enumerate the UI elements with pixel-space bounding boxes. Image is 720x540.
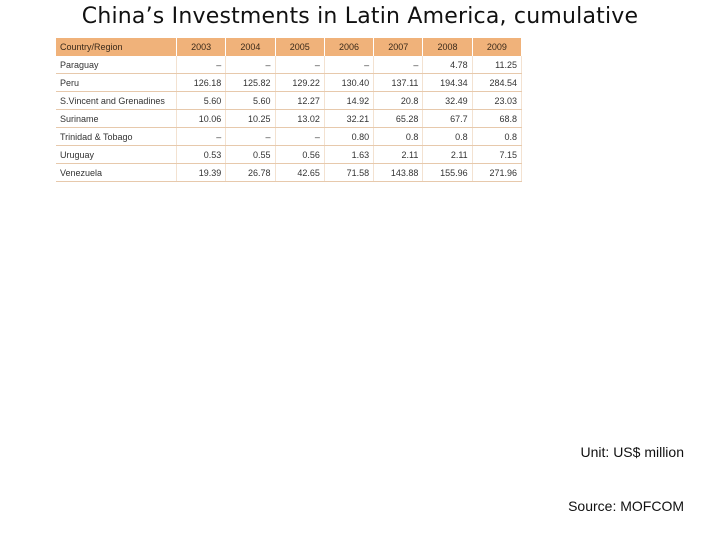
value-cell: 11.25 xyxy=(472,56,523,74)
value-cell: 126.18 xyxy=(176,73,227,92)
source-note: Source: MOFCOM xyxy=(568,498,684,514)
value-cell: 42.65 xyxy=(275,163,325,182)
value-cell: 284.54 xyxy=(472,73,523,92)
country-cell: Uruguay xyxy=(56,145,177,164)
value-cell: 10.06 xyxy=(176,109,227,128)
value-cell: 194.34 xyxy=(422,73,473,92)
table-row: Venezuela 19.39 26.78 42.65 71.58 143.88… xyxy=(56,163,523,182)
table-row: Suriname 10.06 10.25 13.02 32.21 65.28 6… xyxy=(56,109,523,128)
table-row: Trinidad & Tobago – – – 0.80 0.8 0.8 0.8 xyxy=(56,127,523,146)
value-cell: – xyxy=(275,56,325,74)
unit-note: Unit: US$ million xyxy=(580,444,684,460)
value-cell: 13.02 xyxy=(275,109,325,128)
table-row: Paraguay – – – – – 4.78 11.25 xyxy=(56,56,523,74)
value-cell: 5.60 xyxy=(176,91,227,110)
value-cell: 7.15 xyxy=(472,145,523,164)
header-cell-year: 2006 xyxy=(324,38,375,56)
header-cell-year: 2004 xyxy=(225,38,276,56)
value-cell: 0.56 xyxy=(275,145,325,164)
table-row: Peru 126.18 125.82 129.22 130.40 137.11 … xyxy=(56,73,523,92)
table-header-row: Country/Region 2003 2004 2005 2006 2007 … xyxy=(56,38,523,56)
value-cell: 10.25 xyxy=(225,109,276,128)
value-cell: – xyxy=(225,127,276,146)
value-cell: 1.63 xyxy=(324,145,375,164)
country-cell: S.Vincent and Grenadines xyxy=(56,91,177,110)
value-cell: 143.88 xyxy=(373,163,424,182)
value-cell: – xyxy=(275,127,325,146)
value-cell: 137.11 xyxy=(373,73,424,92)
value-cell: – xyxy=(225,56,276,74)
header-cell-year: 2009 xyxy=(472,38,523,56)
value-cell: 0.8 xyxy=(373,127,424,146)
value-cell: 65.28 xyxy=(373,109,424,128)
value-cell: 4.78 xyxy=(422,56,473,74)
country-cell: Venezuela xyxy=(56,163,177,182)
value-cell: 2.11 xyxy=(373,145,424,164)
value-cell: 19.39 xyxy=(176,163,227,182)
value-cell: 20.8 xyxy=(373,91,424,110)
value-cell: 12.27 xyxy=(275,91,325,110)
value-cell: 14.92 xyxy=(324,91,375,110)
value-cell: 0.55 xyxy=(225,145,276,164)
country-cell: Paraguay xyxy=(56,56,177,74)
country-cell: Peru xyxy=(56,73,177,92)
value-cell: – xyxy=(176,56,227,74)
value-cell: 32.49 xyxy=(422,91,473,110)
value-cell: 23.03 xyxy=(472,91,523,110)
value-cell: 155.96 xyxy=(422,163,473,182)
country-cell: Trinidad & Tobago xyxy=(56,127,177,146)
value-cell: – xyxy=(373,56,424,74)
value-cell: 2.11 xyxy=(422,145,473,164)
value-cell: 130.40 xyxy=(324,73,375,92)
value-cell: 129.22 xyxy=(275,73,325,92)
value-cell: – xyxy=(324,56,375,74)
value-cell: 0.53 xyxy=(176,145,227,164)
value-cell: 5.60 xyxy=(225,91,276,110)
slide-title: China’s Investments in Latin America, cu… xyxy=(81,4,639,29)
value-cell: 0.8 xyxy=(472,127,523,146)
value-cell: 26.78 xyxy=(225,163,276,182)
header-cell-year: 2005 xyxy=(275,38,325,56)
value-cell: 0.8 xyxy=(422,127,473,146)
value-cell: 32.21 xyxy=(324,109,375,128)
country-cell: Suriname xyxy=(56,109,177,128)
table-row: S.Vincent and Grenadines 5.60 5.60 12.27… xyxy=(56,91,523,110)
value-cell: 125.82 xyxy=(225,73,276,92)
value-cell: 67.7 xyxy=(422,109,473,128)
value-cell: 271.96 xyxy=(472,163,523,182)
value-cell: 71.58 xyxy=(324,163,375,182)
value-cell: – xyxy=(176,127,227,146)
value-cell: 68.8 xyxy=(472,109,523,128)
header-cell-year: 2008 xyxy=(422,38,473,56)
header-cell-country: Country/Region xyxy=(56,38,177,56)
table-row: Uruguay 0.53 0.55 0.56 1.63 2.11 2.11 7.… xyxy=(56,145,523,164)
investment-table: Country/Region 2003 2004 2005 2006 2007 … xyxy=(56,38,523,182)
value-cell: 0.80 xyxy=(324,127,375,146)
header-cell-year: 2003 xyxy=(176,38,227,56)
header-cell-year: 2007 xyxy=(373,38,424,56)
